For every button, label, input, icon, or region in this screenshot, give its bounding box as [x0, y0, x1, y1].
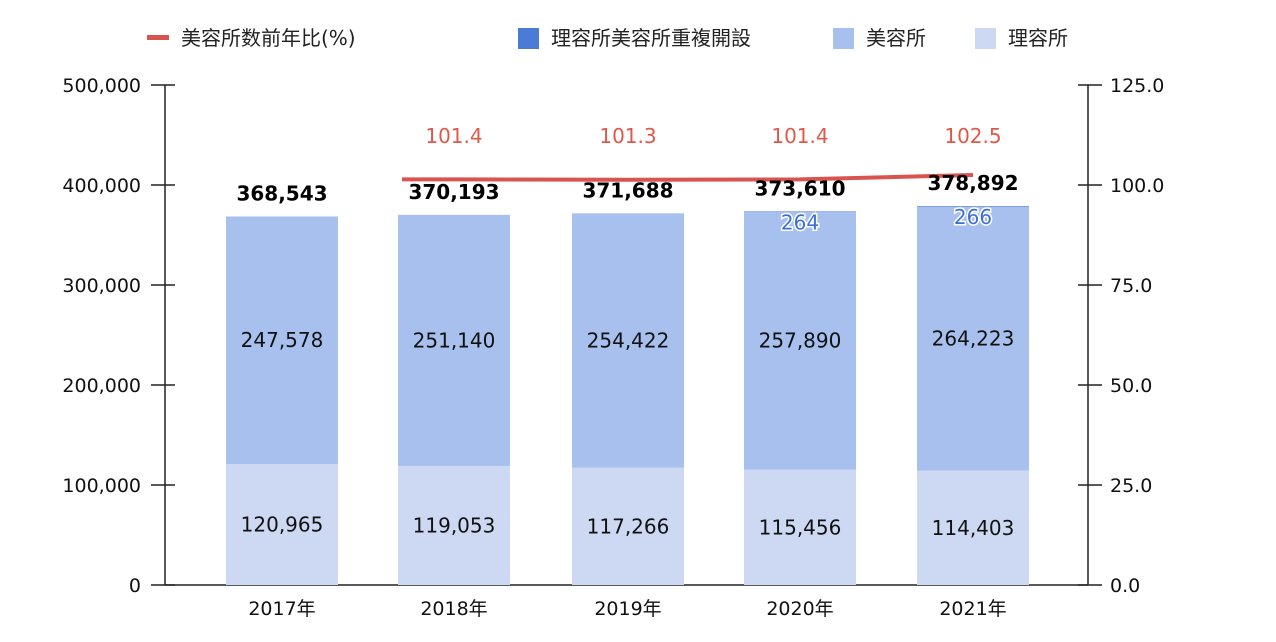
legend-swatch-2 [833, 28, 854, 49]
bar-segment [572, 213, 684, 468]
bar-segment [744, 211, 856, 212]
left-tick-label: 400,000 [62, 175, 141, 197]
legend-label-2: 美容所 [866, 26, 926, 50]
bar-segment [744, 211, 856, 470]
segment-value-label: 115,456 [759, 515, 842, 539]
bar-segment [226, 464, 338, 585]
total-value-label: 371,688 [582, 178, 673, 202]
right-tick-label: 0.0 [1110, 575, 1140, 597]
right-tick-label: 125.0 [1110, 75, 1164, 97]
left-tick-label: 100,000 [62, 475, 141, 497]
left-tick-label: 0 [129, 575, 141, 597]
axes: 0 100,000 200,000 300,000 400,000 500,000 0.0 2… [62, 75, 1164, 620]
legend-swatch-ratio [147, 35, 169, 40]
duplicate-value-label: 266 [954, 205, 992, 229]
legend: 美容所数前年比(%) 理容所美容所重複開設 美容所 理容所 [147, 26, 1068, 50]
left-tick-label: 500,000 [62, 75, 141, 97]
ratio-value-label: 102.5 [944, 124, 1001, 148]
bar-segment [398, 465, 510, 585]
segment-value-label: 257,890 [759, 329, 842, 353]
duplicate-value-label: 264 [781, 210, 819, 234]
bar-segment [917, 206, 1029, 207]
right-tick-label: 50.0 [1110, 375, 1152, 397]
total-value-label: 368,543 [236, 181, 327, 205]
bar-segment [572, 467, 684, 585]
x-tick-label: 2018年 [420, 598, 487, 620]
segment-value-label: 120,965 [241, 513, 324, 537]
legend-swatch-1 [518, 28, 539, 49]
left-tick-label: 200,000 [62, 375, 141, 397]
legend-label-1: 理容所美容所重複開設 [551, 26, 751, 50]
legend-label-ratio: 美容所数前年比(%) [181, 26, 356, 50]
right-tick-label: 100.0 [1110, 175, 1164, 197]
segment-value-label: 247,578 [241, 328, 324, 352]
bars [226, 206, 1029, 585]
total-value-label: 370,193 [408, 180, 499, 204]
segment-value-label: 117,266 [587, 514, 670, 538]
ratio-line-layer [402, 173, 974, 182]
total-value-label: 373,610 [754, 176, 845, 200]
ratio-value-label: 101.4 [425, 124, 482, 148]
segment-value-label: 264,223 [932, 326, 1015, 350]
segment-value-label: 251,140 [413, 328, 496, 352]
left-tick-label: 300,000 [62, 275, 141, 297]
bar-segment [398, 214, 510, 466]
bar-segment [744, 469, 856, 585]
total-value-label: 378,892 [927, 171, 1018, 195]
bar-segment [917, 206, 1029, 471]
data-labels: 120,965 247,578 368,543 119,053 251,140 370,1… [236, 124, 1018, 540]
ratio-value-label: 101.4 [771, 124, 828, 148]
segment-value-label: 119,053 [413, 513, 496, 537]
right-tick-label: 25.0 [1110, 475, 1152, 497]
x-tick-label: 2020年 [766, 598, 833, 620]
bar-segment [226, 216, 338, 465]
ratio-value-label: 101.3 [599, 124, 656, 148]
x-tick-label: 2017年 [248, 598, 315, 620]
legend-label-3: 理容所 [1008, 26, 1068, 50]
legend-swatch-3 [975, 28, 996, 49]
ratio-line [453, 173, 974, 182]
x-tick-label: 2019年 [594, 598, 661, 620]
segment-value-label: 254,422 [587, 329, 670, 353]
x-tick-label: 2021年 [939, 598, 1006, 620]
right-tick-label: 75.0 [1110, 275, 1152, 297]
segment-value-label: 114,403 [932, 516, 1015, 540]
bar-segment [917, 470, 1029, 585]
